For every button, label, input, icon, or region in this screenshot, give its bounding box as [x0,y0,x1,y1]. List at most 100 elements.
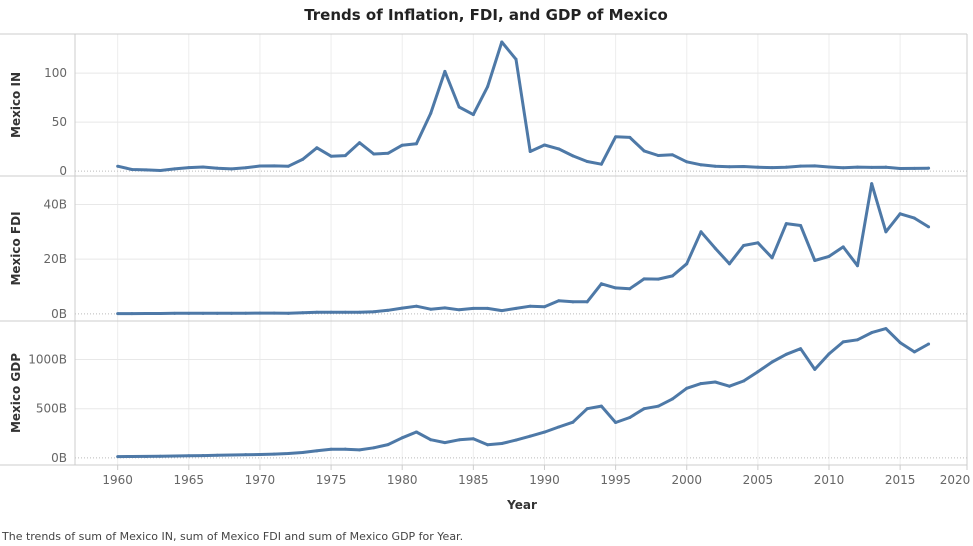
data-point [130,455,134,459]
data-point [173,311,177,315]
data-point [201,454,205,458]
data-point [912,216,916,220]
data-point [272,311,276,315]
data-point [130,168,134,172]
data-point [656,277,660,281]
data-point [827,352,831,356]
y-tick-label: 50 [52,115,67,129]
data-point [215,166,219,170]
y-tick-label: 40B [43,197,67,211]
data-point [855,165,859,169]
data-point [500,441,504,445]
data-point [329,447,333,451]
data-point [443,69,447,73]
data-point [784,352,788,356]
data-point [713,164,717,168]
y-tick-label: 1000B [28,353,67,367]
data-point [500,309,504,313]
data-point [429,307,433,311]
data-point [443,306,447,310]
data-point [187,311,191,315]
data-point [158,454,162,458]
data-point [656,154,660,158]
data-point [898,212,902,216]
data-point [841,245,845,249]
data-point [756,370,760,374]
data-point [414,430,418,434]
data-point [315,310,319,314]
data-point [599,282,603,286]
data-point [116,312,120,316]
data-point [301,311,305,315]
data-point [386,443,390,447]
data-point [813,259,817,263]
data-point [727,165,731,169]
data-point [400,306,404,310]
chart-caption: The trends of sum of Mexico IN, sum of M… [1,530,463,543]
data-point [557,299,561,303]
data-point [486,85,490,89]
data-point [585,160,589,164]
y-axis-label: Mexico GDP [9,353,23,433]
data-point [742,379,746,383]
data-point [685,160,689,164]
data-point [329,310,333,314]
data-point [685,386,689,390]
data-point [400,436,404,440]
y-axis-label: Mexico IN [9,72,23,138]
x-tick-label: 2015 [885,473,916,487]
data-point [642,149,646,153]
y-tick-label: 100 [44,66,67,80]
data-point [414,142,418,146]
data-point [358,448,362,452]
data-point [927,166,931,170]
data-point [414,304,418,308]
data-point [514,306,518,310]
data-point [870,182,874,186]
data-point [244,311,248,315]
data-point [770,360,774,364]
data-point [173,167,177,171]
data-point [742,165,746,169]
x-tick-label: 2010 [814,473,845,487]
data-point [813,164,817,168]
x-tick-label: 1990 [529,473,560,487]
x-tick-label: 1960 [102,473,133,487]
data-point [542,430,546,434]
data-point [585,300,589,304]
data-point [642,407,646,411]
series-line-mexico-fdi [117,182,930,316]
data-point [599,162,603,166]
data-point [642,277,646,281]
data-point [187,166,191,170]
data-point [229,311,233,315]
panel-1: 0B 20B 40B Mexico FDI [0,175,967,321]
data-point [116,164,120,168]
data-point [514,57,518,61]
data-point [258,311,262,315]
y-axis-label: Mexico FDI [9,211,23,285]
data-point [699,230,703,234]
data-point [884,230,888,234]
data-point [784,222,788,226]
data-point [457,105,461,109]
data-point [158,311,162,315]
data-point [656,404,660,408]
data-point [144,168,148,172]
data-point [343,310,347,314]
y-tick-label: 0B [51,451,67,465]
data-point [514,438,518,442]
x-tick-label: 1985 [458,473,489,487]
data-point [528,150,532,154]
data-point [443,441,447,445]
data-point [471,113,475,117]
data-point [471,306,475,310]
data-point [927,225,931,229]
data-point [229,453,233,457]
data-point [884,327,888,331]
data-point [229,167,233,171]
data-point [358,310,362,314]
x-tick-label: 2020 [940,473,971,487]
data-point [187,454,191,458]
data-point [486,443,490,447]
